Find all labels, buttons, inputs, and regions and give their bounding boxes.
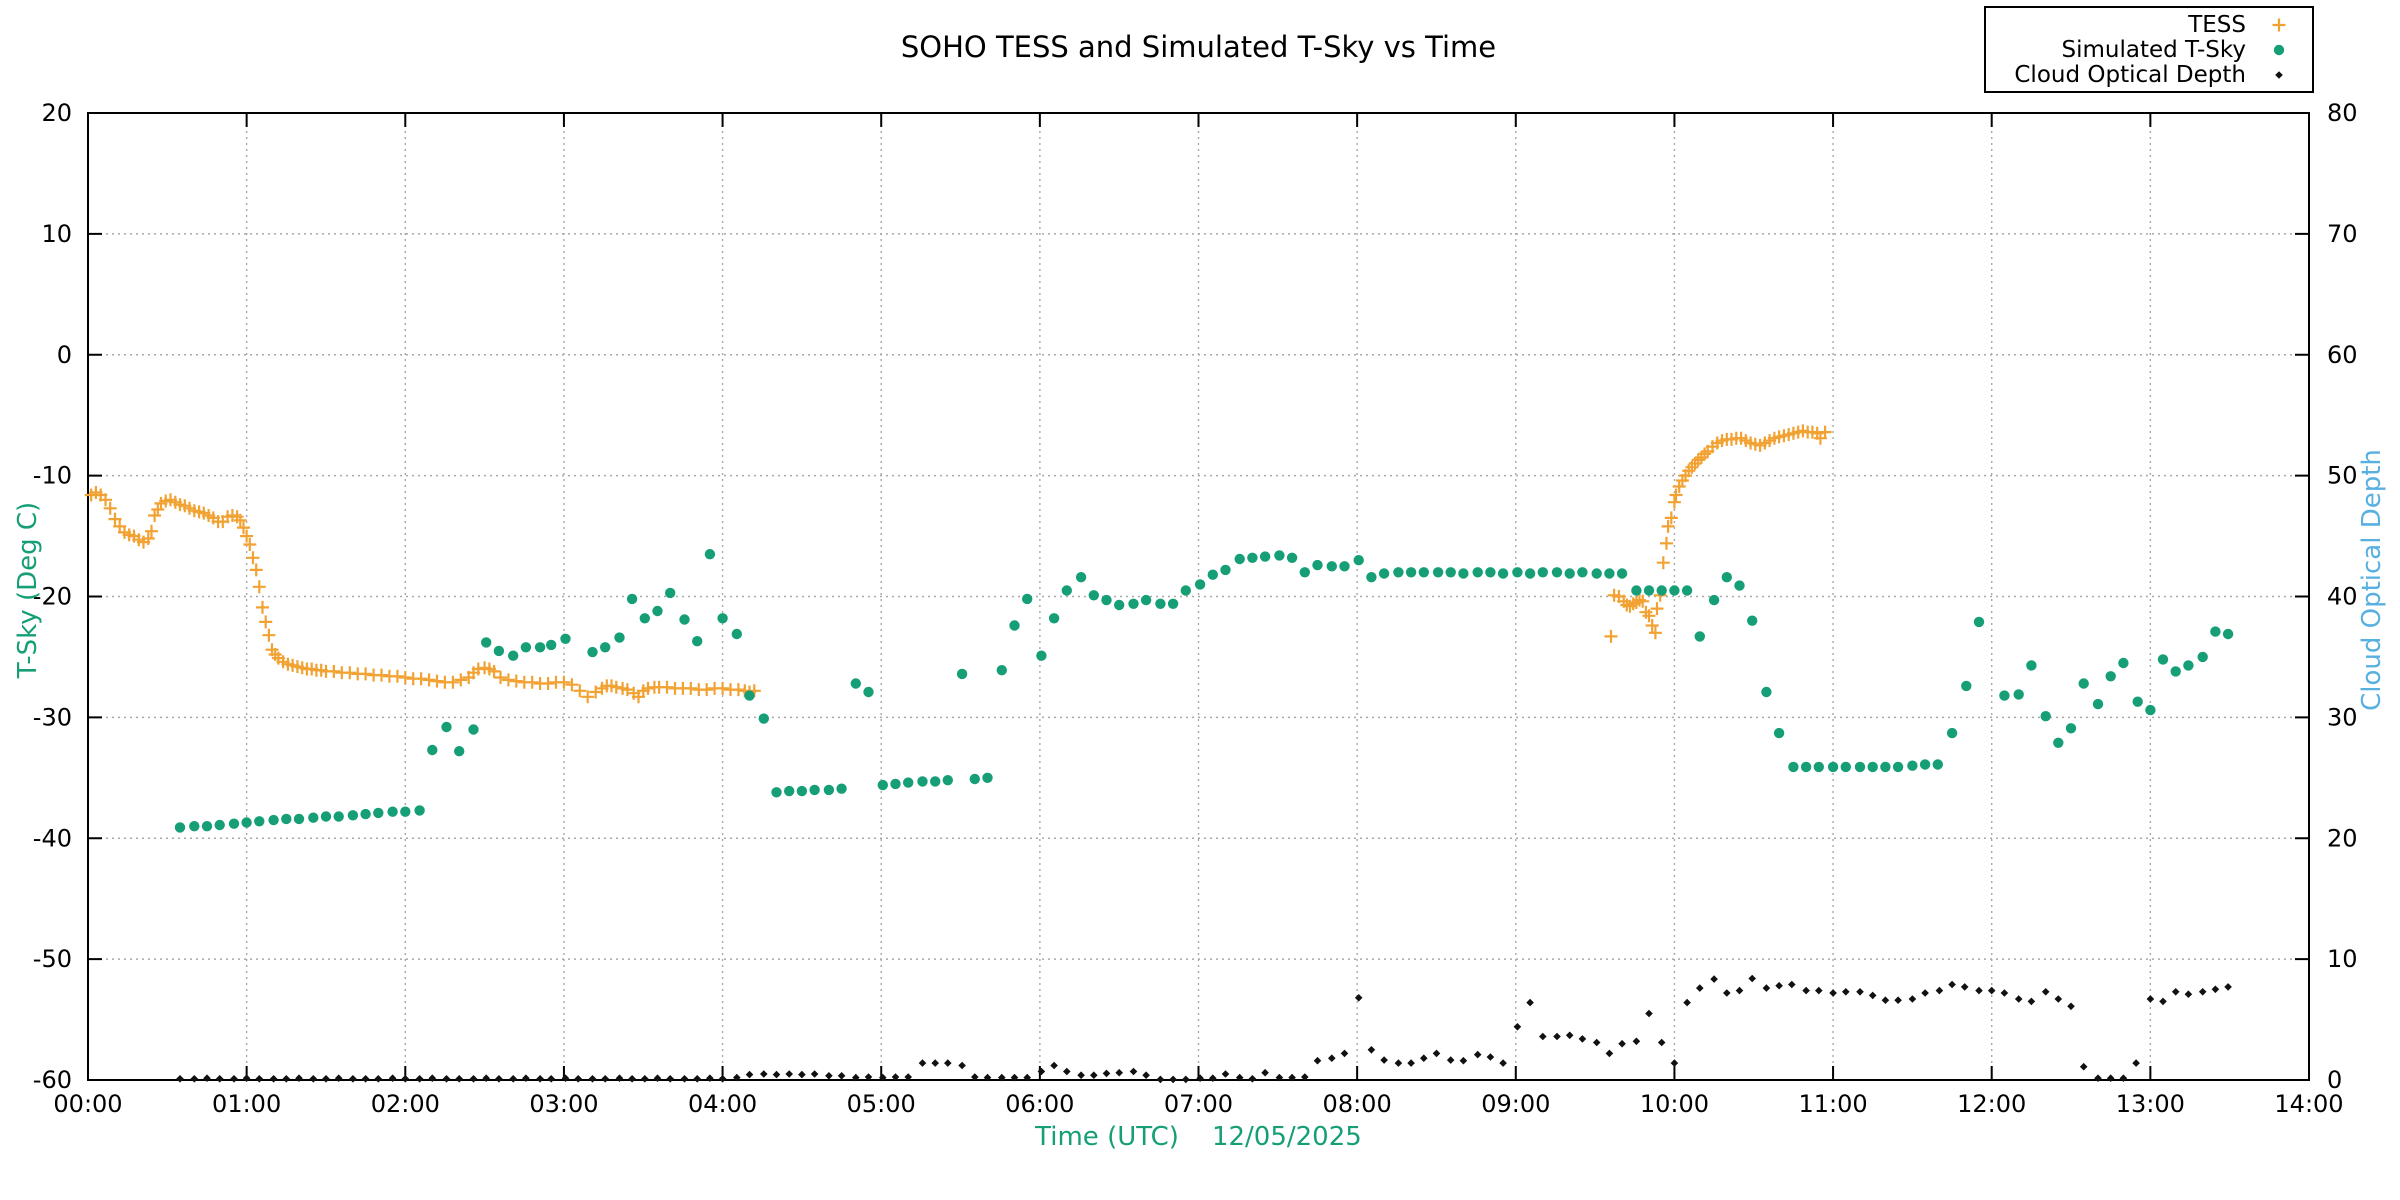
legend-label-simulated-tsky: Simulated T-Sky bbox=[2061, 36, 2246, 63]
svg-text:-30: -30 bbox=[33, 703, 72, 731]
cod-diamond-marker-icon bbox=[2246, 62, 2312, 87]
svg-text:14:00: 14:00 bbox=[2274, 1090, 2343, 1118]
y-axis-label-left: T-Sky (Deg C) bbox=[13, 501, 43, 679]
svg-text:06:00: 06:00 bbox=[1005, 1090, 1074, 1118]
svg-text:07:00: 07:00 bbox=[1164, 1090, 1233, 1118]
svg-text:60: 60 bbox=[2327, 341, 2358, 369]
svg-text:09:00: 09:00 bbox=[1481, 1090, 1550, 1118]
svg-text:04:00: 04:00 bbox=[688, 1090, 757, 1118]
svg-text:10: 10 bbox=[41, 220, 72, 248]
svg-text:10:00: 10:00 bbox=[1640, 1090, 1709, 1118]
series-simulated-t-sky bbox=[174, 549, 2234, 833]
svg-text:30: 30 bbox=[2327, 703, 2358, 731]
svg-text:0: 0 bbox=[57, 341, 72, 369]
svg-text:20: 20 bbox=[41, 99, 72, 127]
svg-text:08:00: 08:00 bbox=[1323, 1090, 1392, 1118]
y-axis-label-right: Cloud Optical Depth bbox=[2357, 449, 2387, 711]
y-tick-labels-right: 80 70 60 50 40 30 20 10 0 bbox=[2327, 99, 2358, 1094]
legend: TESS Simulated T-Sky Cloud Optical Depth bbox=[1984, 6, 2314, 93]
svg-text:-40: -40 bbox=[33, 824, 72, 852]
legend-row-tess: TESS bbox=[1986, 11, 2312, 38]
chart-title: SOHO TESS and Simulated T-Sky vs Time bbox=[900, 30, 1497, 64]
series-cloud-optical-depth bbox=[176, 974, 2232, 1084]
legend-row-simulated-tsky: Simulated T-Sky bbox=[1986, 36, 2312, 63]
tess-plus-marker-icon bbox=[2246, 12, 2312, 37]
svg-text:03:00: 03:00 bbox=[529, 1090, 598, 1118]
svg-text:10: 10 bbox=[2327, 945, 2358, 973]
svg-text:00:00: 00:00 bbox=[53, 1090, 122, 1118]
svg-text:40: 40 bbox=[2327, 583, 2358, 611]
legend-label-cloud-optical-depth: Cloud Optical Depth bbox=[2014, 61, 2246, 88]
svg-text:-60: -60 bbox=[33, 1066, 72, 1094]
svg-text:-10: -10 bbox=[33, 462, 72, 490]
x-tick-labels: 00:00 01:00 02:00 03:00 04:00 05:00 06:00 07:00… bbox=[53, 1090, 2343, 1118]
svg-text:05:00: 05:00 bbox=[847, 1090, 916, 1118]
svg-text:01:00: 01:00 bbox=[212, 1090, 281, 1118]
y-tick-labels-left: 20 10 0 -10 -20 -30 -40 -50 -60 bbox=[33, 99, 72, 1094]
svg-text:11:00: 11:00 bbox=[1798, 1090, 1867, 1118]
svg-text:0: 0 bbox=[2327, 1066, 2342, 1094]
svg-text:12:00: 12:00 bbox=[1957, 1090, 2026, 1118]
svg-text:80: 80 bbox=[2327, 99, 2358, 127]
tsky-dot-marker-icon bbox=[2246, 37, 2312, 62]
svg-text:02:00: 02:00 bbox=[371, 1090, 440, 1118]
x-axis-label: Time (UTC) 12/05/2025 bbox=[1035, 1122, 1362, 1152]
svg-text:13:00: 13:00 bbox=[2116, 1090, 2185, 1118]
legend-row-cloud-optical-depth: Cloud Optical Depth bbox=[1986, 61, 2312, 88]
svg-text:20: 20 bbox=[2327, 824, 2358, 852]
series-tess bbox=[84, 424, 1832, 704]
svg-text:70: 70 bbox=[2327, 220, 2358, 248]
svg-text:-20: -20 bbox=[33, 583, 72, 611]
legend-label-tess: TESS bbox=[2188, 11, 2246, 38]
svg-text:-50: -50 bbox=[33, 945, 72, 973]
svg-text:50: 50 bbox=[2327, 462, 2358, 490]
